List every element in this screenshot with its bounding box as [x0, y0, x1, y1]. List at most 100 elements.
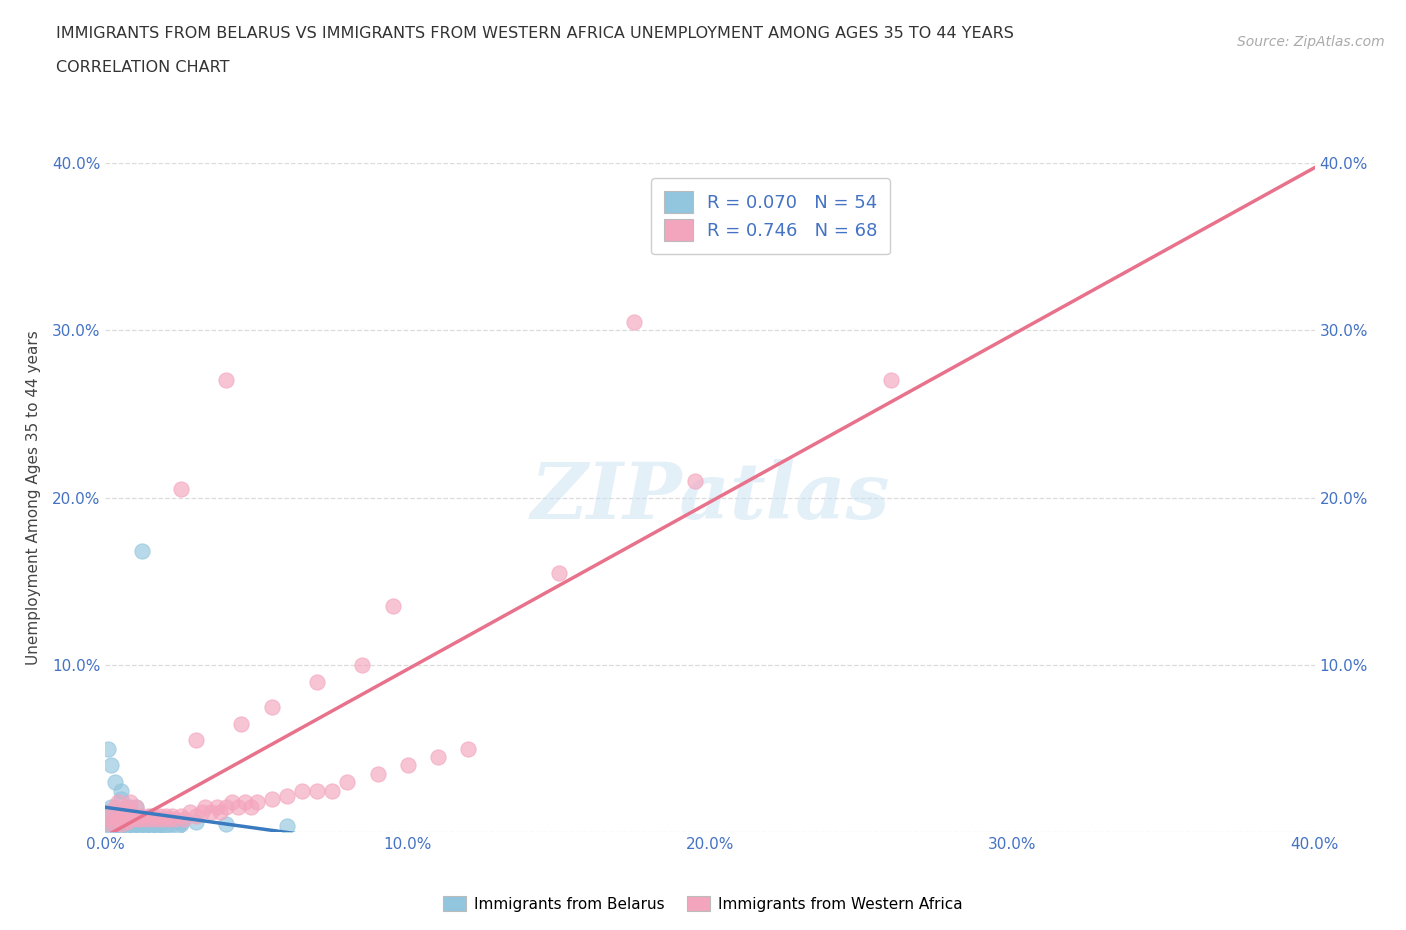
- Point: [107, 812, 129, 827]
- Point: [215, 800, 238, 815]
- Point: [112, 810, 135, 825]
- Point: [170, 817, 193, 831]
- Point: [115, 800, 138, 815]
- Point: [170, 808, 193, 823]
- Point: [134, 818, 156, 833]
- Point: [246, 795, 269, 810]
- Point: [110, 783, 132, 798]
- Point: [139, 812, 162, 827]
- Y-axis label: Unemployment Among Ages 35 to 44 years: Unemployment Among Ages 35 to 44 years: [25, 330, 41, 665]
- Point: [142, 808, 165, 823]
- Point: [128, 818, 150, 833]
- Point: [146, 818, 169, 833]
- Point: [118, 817, 141, 831]
- Point: [260, 791, 283, 806]
- Point: [134, 812, 156, 827]
- Point: [142, 817, 165, 831]
- Point: [152, 818, 174, 833]
- Point: [427, 750, 450, 764]
- Point: [121, 818, 143, 833]
- Point: [125, 812, 148, 827]
- Point: [136, 817, 159, 831]
- Point: [880, 373, 903, 388]
- Point: [118, 795, 141, 810]
- Point: [107, 795, 129, 810]
- Point: [131, 817, 153, 831]
- Point: [103, 800, 125, 815]
- Point: [136, 808, 159, 823]
- Point: [103, 806, 125, 821]
- Point: [118, 800, 141, 815]
- Point: [97, 741, 120, 756]
- Point: [149, 808, 172, 823]
- Point: [291, 783, 314, 798]
- Point: [131, 813, 153, 828]
- Point: [107, 804, 129, 818]
- Point: [100, 808, 122, 823]
- Point: [336, 775, 359, 790]
- Point: [173, 812, 195, 827]
- Point: [125, 812, 148, 827]
- Text: Source: ZipAtlas.com: Source: ZipAtlas.com: [1237, 35, 1385, 49]
- Point: [118, 812, 141, 827]
- Point: [186, 808, 208, 823]
- Point: [155, 812, 177, 827]
- Point: [110, 818, 132, 833]
- Point: [115, 812, 138, 827]
- Point: [112, 817, 135, 831]
- Point: [110, 791, 132, 806]
- Point: [97, 804, 120, 819]
- Point: [121, 808, 143, 823]
- Point: [103, 815, 125, 830]
- Point: [396, 758, 419, 773]
- Point: [103, 818, 125, 833]
- Point: [307, 674, 329, 689]
- Point: [125, 817, 148, 831]
- Point: [115, 815, 138, 830]
- Point: [215, 817, 238, 831]
- Point: [121, 813, 143, 828]
- Point: [186, 815, 208, 830]
- Point: [149, 817, 172, 831]
- Point: [107, 812, 129, 827]
- Point: [112, 804, 135, 819]
- Point: [112, 812, 135, 827]
- Point: [191, 804, 214, 819]
- Point: [163, 812, 186, 827]
- Point: [100, 758, 122, 773]
- Text: IMMIGRANTS FROM BELARUS VS IMMIGRANTS FROM WESTERN AFRICA UNEMPLOYMENT AMONG AGE: IMMIGRANTS FROM BELARUS VS IMMIGRANTS FR…: [56, 26, 1014, 41]
- Legend: Immigrants from Belarus, Immigrants from Western Africa: Immigrants from Belarus, Immigrants from…: [437, 889, 969, 918]
- Point: [623, 314, 645, 329]
- Point: [100, 820, 122, 835]
- Point: [233, 795, 256, 810]
- Point: [97, 812, 120, 827]
- Point: [146, 812, 169, 827]
- Point: [125, 800, 148, 815]
- Point: [139, 818, 162, 833]
- Point: [186, 733, 208, 748]
- Point: [228, 800, 250, 815]
- Point: [548, 565, 571, 580]
- Point: [110, 808, 132, 823]
- Point: [366, 766, 388, 781]
- Point: [170, 815, 193, 830]
- Text: ZIPatlas: ZIPatlas: [530, 459, 890, 536]
- Point: [107, 817, 129, 831]
- Point: [100, 800, 122, 815]
- Point: [100, 817, 122, 831]
- Point: [170, 482, 193, 497]
- Point: [200, 804, 222, 819]
- Point: [155, 818, 177, 833]
- Point: [97, 812, 120, 827]
- Point: [139, 808, 162, 823]
- Legend: R = 0.070   N = 54, R = 0.746   N = 68: R = 0.070 N = 54, R = 0.746 N = 68: [651, 179, 890, 254]
- Point: [276, 788, 298, 803]
- Point: [155, 808, 177, 823]
- Point: [131, 544, 153, 559]
- Point: [131, 808, 153, 823]
- Point: [103, 813, 125, 828]
- Point: [179, 804, 201, 819]
- Point: [118, 810, 141, 825]
- Point: [231, 716, 253, 731]
- Point: [260, 699, 283, 714]
